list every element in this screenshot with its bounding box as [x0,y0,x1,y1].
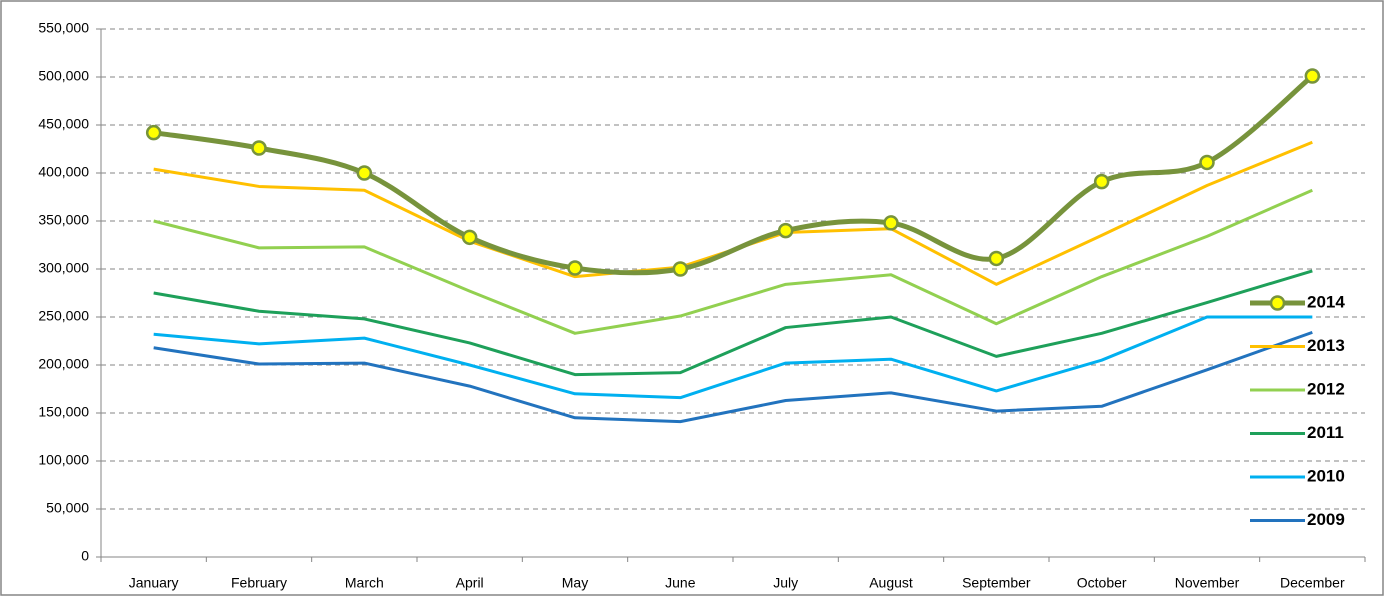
y-tick-label: 150,000 [38,404,89,420]
y-tick-label: 350,000 [38,212,89,228]
y-tick-label: 50,000 [46,500,89,516]
marker [988,250,1005,267]
legend-label: 2012 [1307,379,1345,398]
y-tick-label: 0 [81,548,89,564]
marker [1199,154,1215,171]
y-tick-label: 250,000 [38,308,89,324]
marker [251,140,267,156]
x-tick-label: October [1077,575,1127,591]
marker [567,260,583,276]
series-line [153,188,1313,335]
y-tick-label: 200,000 [38,356,89,372]
y-tick-label: 450,000 [38,116,89,132]
marker [777,222,794,239]
y-tick-label: 300,000 [38,260,89,276]
x-tick-label: February [231,575,287,591]
x-tick-label: August [869,575,913,591]
x-tick-label: January [129,575,179,591]
x-tick-label: May [562,575,588,591]
series-line [153,269,1313,377]
marker [145,124,162,141]
marker [883,215,899,231]
marker [1304,68,1321,84]
x-tick-label: November [1175,575,1240,591]
x-tick-label: June [665,575,696,591]
legend-label: 2014 [1307,292,1345,311]
series-line [153,330,1313,424]
y-tick-label: 400,000 [38,164,89,180]
legend-label: 2009 [1307,510,1345,529]
x-tick-label: September [962,575,1031,591]
marker [461,229,478,246]
x-tick-label: July [773,575,798,591]
legend-marker [1269,295,1286,311]
legend-label: 2013 [1307,336,1345,355]
marker [1093,173,1110,190]
marker [672,261,689,277]
y-tick-label: 100,000 [38,452,89,468]
legend-label: 2010 [1307,466,1345,485]
series-line [153,315,1313,400]
marker [356,165,373,181]
x-tick-label: December [1280,575,1345,591]
x-tick-label: March [345,575,384,591]
y-tick-label: 550,000 [38,20,89,36]
legend-label: 2011 [1307,423,1344,442]
y-tick-label: 500,000 [38,68,89,84]
x-tick-label: April [456,575,484,591]
